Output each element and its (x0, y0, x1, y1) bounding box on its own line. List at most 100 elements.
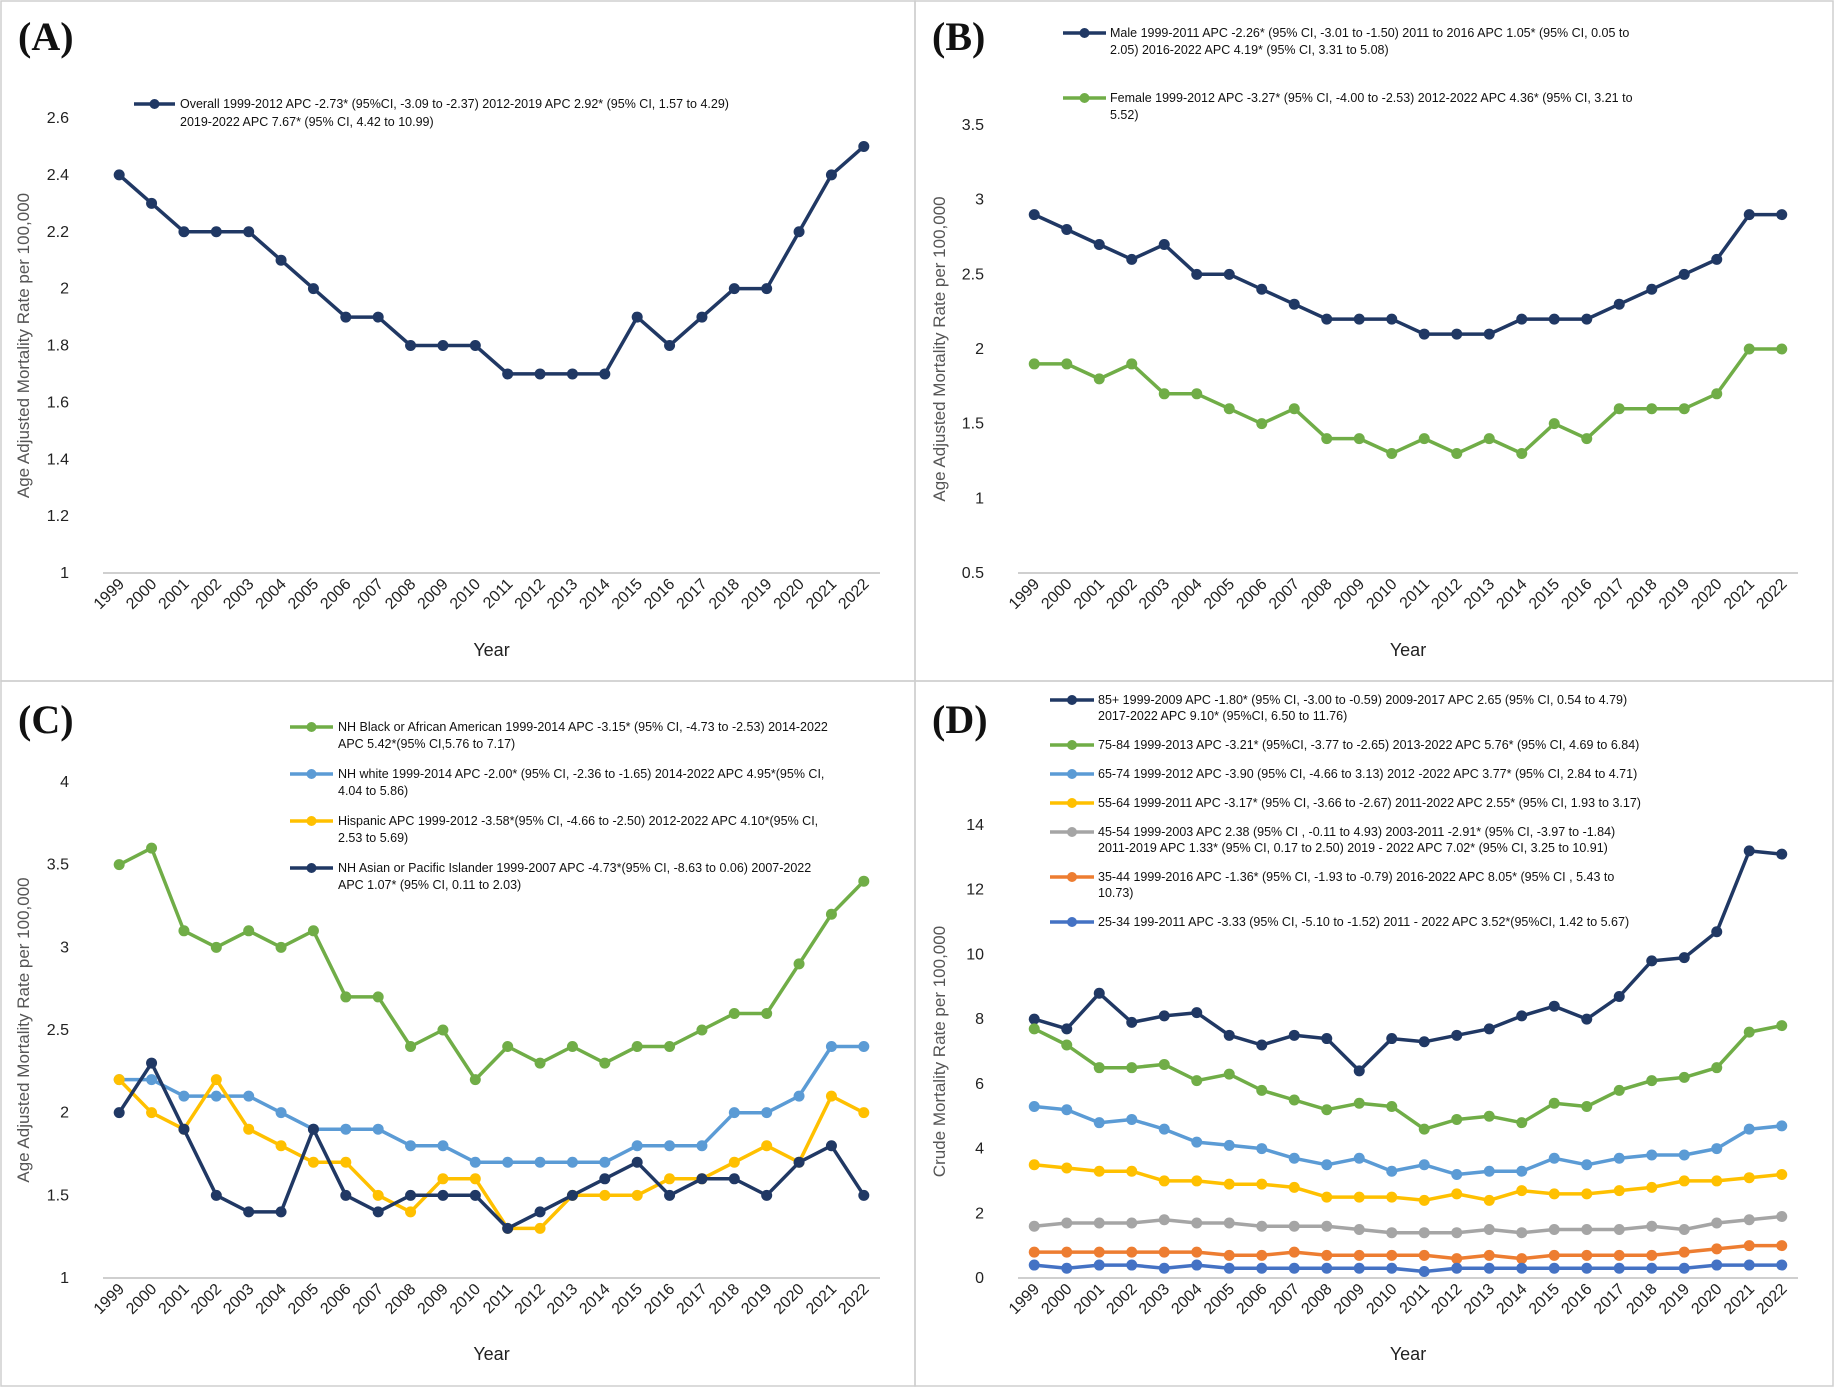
x-tick-label: 2019 (1656, 1281, 1693, 1318)
data-point (1776, 343, 1788, 355)
data-point (1191, 1075, 1203, 1087)
x-tick-label: 1999 (1006, 1281, 1043, 1318)
data-point (1386, 1165, 1398, 1177)
data-point (1776, 1240, 1788, 1252)
data-point (1613, 990, 1625, 1002)
panel-letter: (B) (932, 14, 985, 59)
x-tick-label: 2014 (1493, 1281, 1530, 1318)
data-point (1418, 1123, 1430, 1135)
data-point (1418, 328, 1430, 340)
x-tick-label: 2009 (1331, 1281, 1368, 1318)
data-point (1093, 987, 1105, 999)
x-tick-label: 2010 (447, 576, 484, 613)
data-point (405, 1189, 417, 1201)
data-point (1613, 1223, 1625, 1235)
data-point (210, 226, 222, 238)
data-point (275, 1140, 287, 1152)
x-tick-label: 2001 (1071, 1281, 1108, 1318)
data-point (1678, 1262, 1690, 1274)
panel-b: (B)0.511.522.533.51999200020012002200320… (930, 14, 1798, 660)
data-point (1353, 1191, 1365, 1203)
y-tick-label: 3.5 (962, 117, 984, 134)
y-tick-label: 3 (60, 939, 69, 956)
series-line (118, 145, 865, 376)
data-point (469, 1173, 481, 1185)
x-tick-label: 2020 (771, 576, 808, 613)
data-point (1353, 1097, 1365, 1109)
legend-entry: 55-64 1999-2011 APC -3.17* (95% CI, -3.6… (1098, 796, 1641, 810)
panel-frame-c (0, 680, 916, 1387)
data-point (1158, 1010, 1170, 1022)
series-line (1034, 1214, 1782, 1235)
x-tick-label: 2008 (1298, 576, 1335, 613)
data-point (1516, 1117, 1528, 1129)
data-point (1093, 1062, 1105, 1074)
data-point (243, 925, 255, 937)
data-point (1711, 253, 1723, 265)
data-point (1158, 1058, 1170, 1070)
data-point (1126, 1259, 1138, 1271)
data-point (1743, 1240, 1755, 1252)
data-point (1776, 1168, 1788, 1180)
data-point (1711, 1143, 1723, 1155)
data-point (1678, 952, 1690, 964)
data-point (1321, 313, 1333, 325)
x-axis-label: Year (1390, 1344, 1426, 1364)
data-point (1126, 358, 1138, 370)
series-line (1034, 1243, 1782, 1261)
data-point (1223, 403, 1235, 415)
y-axis-label: Age Adjusted Mortality Rate per 100,000 (930, 196, 949, 501)
data-point (1548, 1262, 1560, 1274)
data-point (1288, 1181, 1300, 1193)
data-point (340, 1156, 352, 1168)
x-tick-label: 2019 (1656, 576, 1693, 613)
y-tick-label: 1.2 (47, 508, 69, 525)
x-tick-label: 2017 (674, 576, 711, 613)
data-point (1028, 1220, 1040, 1232)
data-point (1353, 1262, 1365, 1274)
data-point (1418, 1194, 1430, 1206)
data-point (1581, 313, 1593, 325)
data-point (437, 1140, 449, 1152)
data-point (761, 283, 773, 295)
data-point (858, 875, 870, 887)
data-point (1353, 1152, 1365, 1164)
data-point (1776, 1120, 1788, 1132)
legend-entry: APC 1.07* (95% CI, 0.11 to 2.03) (338, 878, 521, 892)
data-point (1613, 298, 1625, 310)
data-point (696, 1140, 708, 1152)
data-point (1093, 1217, 1105, 1229)
data-point (1451, 448, 1463, 460)
data-point (372, 1123, 384, 1135)
x-tick-label: 2011 (480, 1281, 516, 1317)
data-point (146, 1107, 158, 1119)
data-point (178, 1090, 190, 1102)
data-point (1581, 1101, 1593, 1113)
data-point (1321, 1262, 1333, 1274)
x-tick-label: 2016 (641, 1281, 678, 1318)
data-point (1223, 1217, 1235, 1229)
data-point (1646, 1075, 1658, 1087)
legend-marker (1067, 827, 1077, 837)
data-point (1581, 1223, 1593, 1235)
data-point (1191, 1259, 1203, 1271)
data-point (1678, 268, 1690, 280)
legend-entry: 5.52) (1110, 108, 1139, 122)
data-point (1223, 1249, 1235, 1261)
data-point (1353, 1223, 1365, 1235)
x-tick-label: 1999 (1006, 576, 1043, 613)
data-point (469, 1156, 481, 1168)
data-point (1158, 1262, 1170, 1274)
data-point (1288, 1029, 1300, 1041)
y-tick-label: 4 (60, 774, 69, 791)
data-point (1061, 358, 1073, 370)
data-point (728, 1156, 740, 1168)
data-point (1581, 1013, 1593, 1025)
data-point (1126, 1165, 1138, 1177)
x-tick-label: 2019 (738, 1281, 775, 1318)
legend-entry: 2.53 to 5.69) (338, 831, 408, 845)
data-point (1158, 238, 1170, 250)
data-point (534, 1057, 546, 1069)
data-point (405, 1206, 417, 1218)
data-point (1061, 1162, 1073, 1174)
